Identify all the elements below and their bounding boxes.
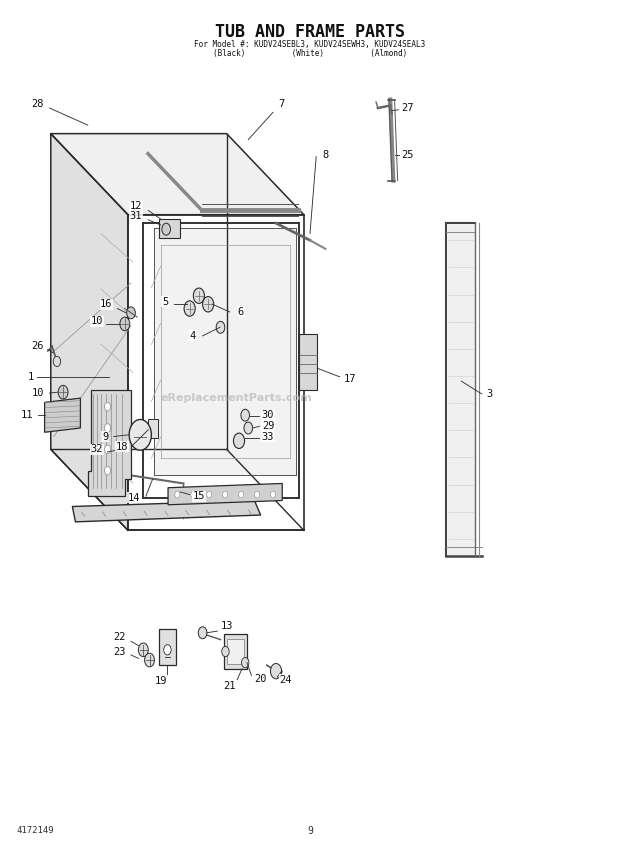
Circle shape — [206, 491, 211, 498]
Text: (Black)          (White)          (Almond): (Black) (White) (Almond) — [213, 49, 407, 58]
Text: 18: 18 — [115, 442, 128, 452]
Text: 13: 13 — [221, 621, 233, 631]
Text: 10: 10 — [32, 388, 45, 398]
Circle shape — [53, 356, 61, 366]
Text: TUB AND FRAME PARTS: TUB AND FRAME PARTS — [215, 23, 405, 41]
Bar — [159, 629, 176, 665]
Circle shape — [222, 646, 229, 657]
Text: 23: 23 — [113, 646, 126, 657]
Circle shape — [162, 223, 170, 235]
Text: 15: 15 — [193, 491, 205, 502]
Text: 9: 9 — [307, 826, 313, 835]
Text: 19: 19 — [154, 676, 167, 687]
Circle shape — [126, 306, 135, 318]
Text: 10: 10 — [91, 317, 104, 326]
Polygon shape — [168, 484, 282, 505]
Text: 17: 17 — [344, 373, 356, 383]
Circle shape — [104, 467, 110, 475]
Polygon shape — [154, 228, 296, 475]
Polygon shape — [45, 398, 81, 432]
Circle shape — [120, 317, 130, 330]
Circle shape — [104, 445, 110, 454]
Circle shape — [58, 385, 68, 399]
Text: 32: 32 — [91, 444, 104, 455]
Circle shape — [223, 491, 228, 498]
Circle shape — [216, 321, 225, 333]
Circle shape — [270, 663, 281, 679]
Circle shape — [104, 402, 110, 411]
Text: 4172149: 4172149 — [17, 826, 55, 835]
Text: 28: 28 — [31, 98, 43, 109]
Text: 11: 11 — [21, 410, 33, 420]
Circle shape — [244, 422, 252, 434]
Polygon shape — [73, 501, 260, 522]
Polygon shape — [51, 134, 128, 531]
Bar — [299, 334, 317, 389]
Text: 4: 4 — [190, 331, 196, 341]
Circle shape — [104, 424, 110, 432]
Text: 7: 7 — [278, 98, 284, 109]
Text: 27: 27 — [401, 103, 414, 113]
Bar — [227, 639, 244, 664]
Text: 12: 12 — [130, 201, 142, 211]
Circle shape — [175, 491, 180, 498]
Text: 29: 29 — [262, 421, 274, 431]
Polygon shape — [88, 389, 131, 496]
Text: 22: 22 — [113, 632, 126, 642]
Circle shape — [193, 288, 205, 303]
Text: For Model #: KUDV24SEBL3, KUDV24SEWH3, KUDV24SEAL3: For Model #: KUDV24SEBL3, KUDV24SEWH3, K… — [195, 39, 425, 49]
Text: 9: 9 — [102, 431, 108, 442]
Polygon shape — [448, 225, 474, 555]
Polygon shape — [51, 134, 304, 215]
Text: 3: 3 — [486, 389, 492, 399]
Bar — [122, 419, 128, 454]
Text: 14: 14 — [128, 493, 140, 503]
Circle shape — [144, 653, 154, 667]
Circle shape — [255, 491, 260, 498]
Text: 8: 8 — [322, 150, 329, 160]
Text: 5: 5 — [162, 297, 168, 306]
Text: 24: 24 — [279, 675, 291, 685]
Circle shape — [241, 409, 249, 421]
Text: eReplacementParts.com: eReplacementParts.com — [160, 393, 312, 403]
Circle shape — [198, 627, 207, 639]
Text: 6: 6 — [237, 307, 244, 317]
Circle shape — [164, 645, 171, 655]
Text: 1: 1 — [28, 372, 34, 382]
Circle shape — [191, 491, 196, 498]
Circle shape — [203, 296, 214, 312]
Circle shape — [241, 657, 249, 668]
Text: 31: 31 — [130, 211, 142, 222]
Bar — [159, 219, 180, 238]
Text: 33: 33 — [262, 431, 274, 442]
Text: 25: 25 — [401, 150, 414, 160]
Bar — [224, 634, 247, 669]
Circle shape — [129, 419, 151, 450]
Text: 30: 30 — [262, 410, 274, 420]
Bar — [148, 419, 158, 438]
Circle shape — [234, 433, 244, 449]
Circle shape — [239, 491, 244, 498]
Circle shape — [270, 491, 275, 498]
Text: 21: 21 — [224, 681, 236, 691]
Circle shape — [138, 643, 148, 657]
Circle shape — [184, 300, 195, 316]
Text: 20: 20 — [254, 674, 267, 684]
Text: 16: 16 — [100, 300, 113, 309]
Text: 26: 26 — [31, 341, 43, 351]
